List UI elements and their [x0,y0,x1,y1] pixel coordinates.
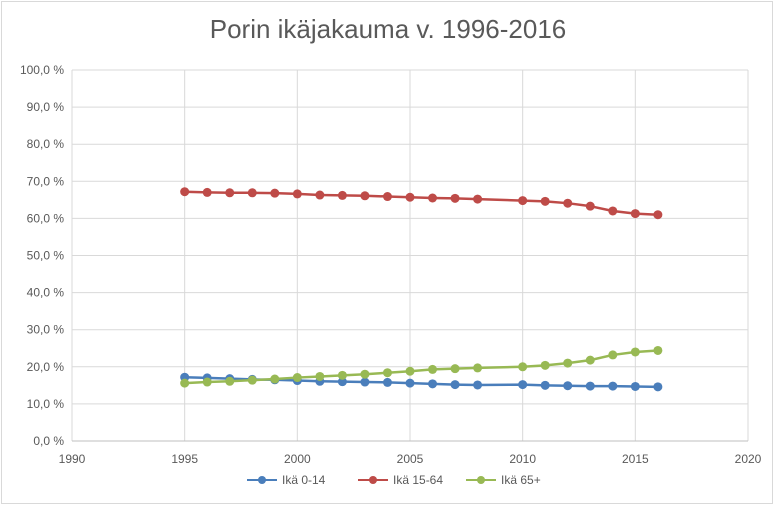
data-point [337,377,347,387]
y-tick-label: 60,0 % [27,211,65,225]
data-point [428,379,438,389]
x-tick-label: 2005 [397,452,424,466]
data-point [428,364,438,374]
legend-label: Ikä 65+ [501,473,541,487]
data-point [225,376,235,386]
data-point [382,192,392,202]
data-point [382,377,392,387]
legend-swatch [358,474,388,486]
data-point [428,193,438,203]
data-point [653,382,663,392]
data-point [382,368,392,378]
data-point [360,191,370,201]
legend-item: Ikä 65+ [466,470,541,490]
data-point [563,198,573,208]
data-point [202,377,212,387]
series-1 [180,187,663,220]
data-point [337,190,347,200]
data-point [518,196,528,206]
data-point [180,187,190,197]
series-lines [180,187,663,392]
data-point [180,378,190,388]
data-point [247,375,257,385]
data-point [473,363,483,373]
data-point [608,206,618,216]
data-point [450,193,460,203]
data-point [518,362,528,372]
data-point [292,189,302,199]
data-point [360,377,370,387]
data-point [247,188,257,198]
data-point [518,380,528,390]
legend: Ikä 0-14 Ikä 15-64 Ikä 65+ [0,470,776,490]
gridlines [71,69,749,441]
data-point [405,378,415,388]
data-point [563,381,573,391]
data-point [315,190,325,200]
legend-swatch [466,474,496,486]
data-point [608,381,618,391]
data-point [630,381,640,391]
y-tick-label: 100,0 % [20,63,64,77]
legend-item: Ikä 15-64 [358,470,443,490]
data-point [315,371,325,381]
data-point [653,210,663,220]
y-tick-label: 30,0 % [27,323,65,337]
y-tick-label: 70,0 % [27,174,65,188]
legend-label: Ikä 0-14 [282,473,326,487]
x-tick-label: 2000 [284,452,311,466]
y-tick-label: 10,0 % [27,397,65,411]
data-point [473,194,483,204]
y-tick-label: 50,0 % [27,249,65,263]
x-tick-label: 2015 [622,452,649,466]
data-point [270,188,280,198]
data-point [563,358,573,368]
data-point [270,374,280,384]
data-point [360,369,370,379]
data-point [630,209,640,219]
legend-item: Ikä 0-14 [247,470,325,490]
y-axis-tick-labels: 0,0 % 10,0 % 20,0 % 30,0 % 40,0 % 50,0 % 60,0 … [20,63,64,448]
data-point [630,347,640,357]
x-tick-label: 2010 [509,452,536,466]
data-point [405,366,415,376]
x-tick-label: 1995 [171,452,198,466]
y-tick-label: 0,0 % [33,434,64,448]
data-point [292,373,302,383]
data-point [585,381,595,391]
x-axis-tick-labels: 1990 1995 2000 2005 2010 2015 2020 [59,452,762,466]
x-tick-label: 2020 [735,452,762,466]
data-point [608,350,618,360]
data-point [540,360,550,370]
data-point [450,364,460,374]
data-point [337,370,347,380]
data-point [653,345,663,355]
y-tick-label: 80,0 % [27,137,65,151]
data-point [450,380,460,390]
x-tick-label: 1990 [59,452,86,466]
data-point [540,380,550,390]
data-point [473,380,483,390]
data-point [405,192,415,202]
data-point [585,201,595,211]
data-point [225,188,235,198]
y-tick-label: 20,0 % [27,360,65,374]
data-point [585,355,595,365]
series-2 [180,345,663,388]
chart-title: Porin ikäjakauma v. 1996-2016 [209,14,567,44]
data-point [202,187,212,197]
y-tick-label: 90,0 % [27,100,65,114]
data-point [540,196,550,206]
legend-label: Ikä 15-64 [393,473,444,487]
y-tick-label: 40,0 % [27,286,65,300]
legend-swatch [247,474,277,486]
